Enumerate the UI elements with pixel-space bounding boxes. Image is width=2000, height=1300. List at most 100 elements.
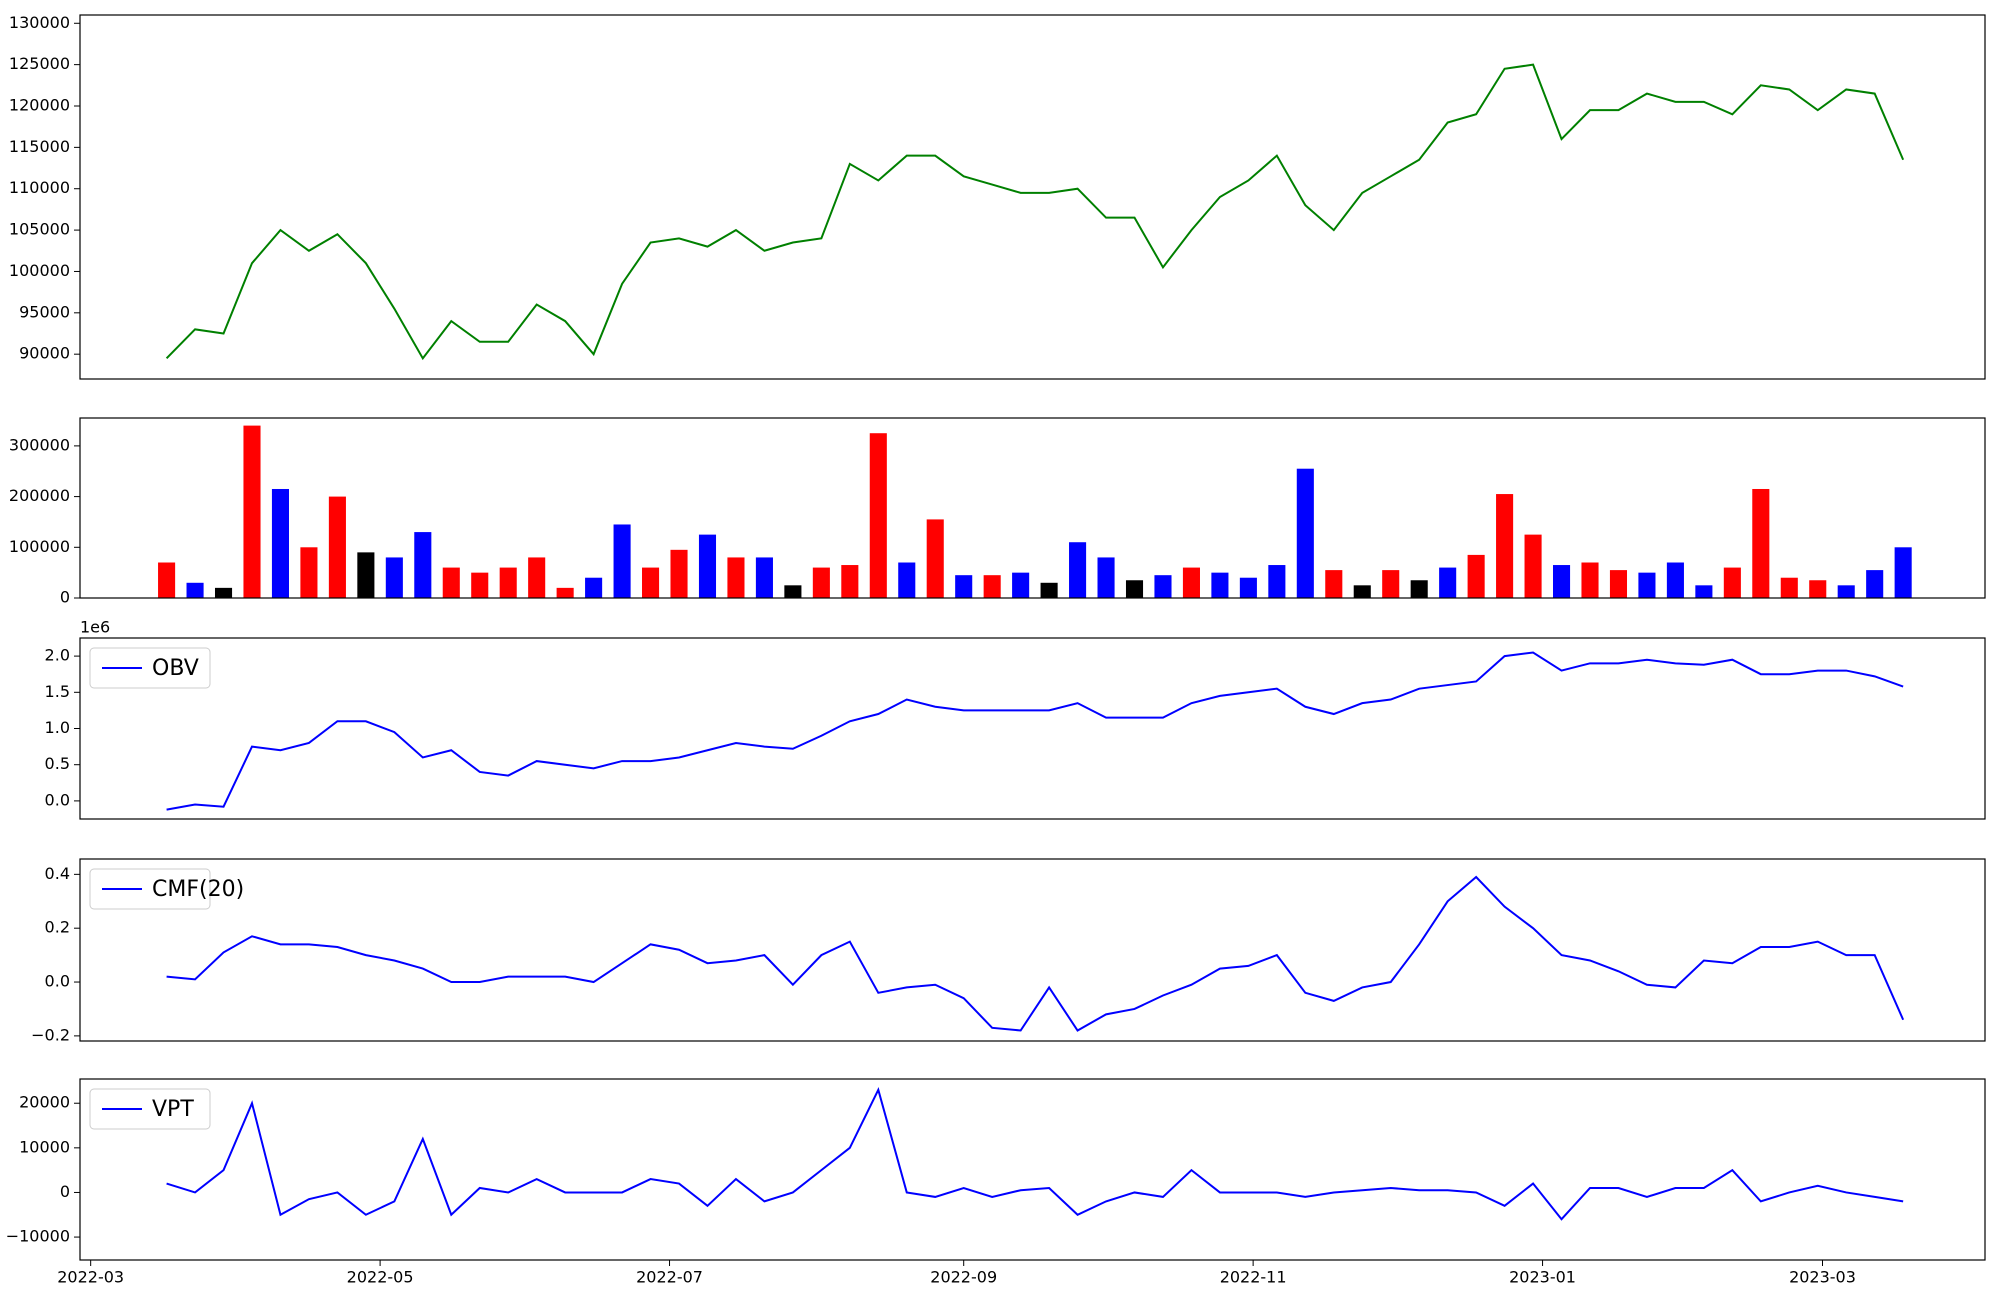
y-tick-label: 100000 xyxy=(9,537,70,556)
bar xyxy=(1723,567,1741,598)
bar xyxy=(1837,585,1855,598)
bar xyxy=(1524,534,1542,598)
bar xyxy=(670,549,688,598)
y-tick-label: 10000 xyxy=(19,1137,70,1156)
x-tick-label: 2022-09 xyxy=(930,1268,997,1287)
y-tick-label: 125000 xyxy=(9,54,70,73)
x-tick-label: 2023-03 xyxy=(1789,1268,1856,1287)
bar xyxy=(414,532,432,598)
x-tick-label: 2022-05 xyxy=(347,1268,414,1287)
y-tick-label: 1.5 xyxy=(45,682,70,701)
bar xyxy=(1097,557,1115,598)
y-tick-label: 200000 xyxy=(9,486,70,505)
bar xyxy=(1695,585,1713,598)
bar xyxy=(755,557,773,598)
legend-label: CMF(20) xyxy=(152,877,244,902)
line xyxy=(166,651,1904,811)
legend-label: OBV xyxy=(152,656,199,681)
bar xyxy=(1069,542,1087,598)
bar xyxy=(1296,468,1314,598)
bar xyxy=(727,557,745,598)
bar xyxy=(1666,562,1684,598)
bar xyxy=(1638,572,1656,598)
y-tick-label: 110000 xyxy=(9,178,70,197)
x-tick-label: 2022-11 xyxy=(1220,1268,1287,1287)
bar xyxy=(1552,565,1571,598)
bar xyxy=(1040,582,1058,598)
offset-label: 1e6 xyxy=(80,618,110,637)
y-tick-label: 0.4 xyxy=(45,864,70,883)
bar xyxy=(1353,585,1371,598)
legend-box xyxy=(89,647,211,689)
bar xyxy=(1211,572,1229,598)
x-tick-label: 2022-07 xyxy=(636,1268,703,1287)
y-tick-label: 115000 xyxy=(9,137,70,156)
y-tick-label: 0 xyxy=(60,588,70,607)
bar xyxy=(698,534,717,598)
y-tick-label: 1.0 xyxy=(45,718,70,737)
axes-frame xyxy=(79,1078,1986,1261)
bar xyxy=(1496,494,1514,598)
y-tick-label: 20000 xyxy=(19,1093,70,1112)
x-tick-label: 2023-01 xyxy=(1509,1268,1576,1287)
line xyxy=(166,875,1905,1032)
y-tick-label: 0.5 xyxy=(45,754,70,773)
y-tick-label: 120000 xyxy=(9,96,70,115)
y-tick-label: −10000 xyxy=(6,1227,70,1246)
bar xyxy=(471,572,489,598)
bar xyxy=(1125,580,1144,598)
legend-box xyxy=(89,868,211,910)
axes-frame xyxy=(79,417,1986,599)
bar xyxy=(357,552,375,598)
y-tick-label: 90000 xyxy=(19,344,70,363)
y-tick-label: 130000 xyxy=(9,13,70,32)
bar xyxy=(613,524,631,598)
bar xyxy=(1012,572,1030,598)
y-tick-label: 105000 xyxy=(9,220,70,239)
bar xyxy=(1154,575,1172,598)
y-tick-label: 0.0 xyxy=(45,790,70,809)
bar xyxy=(869,433,887,598)
bar xyxy=(841,565,859,598)
bar xyxy=(1609,570,1628,598)
bar xyxy=(186,582,204,598)
bar xyxy=(983,575,1001,598)
axes-frame xyxy=(79,14,1986,380)
bar xyxy=(499,567,517,598)
bar xyxy=(812,567,830,598)
bar xyxy=(1268,565,1286,598)
bar xyxy=(898,562,916,598)
line xyxy=(165,63,1905,361)
y-tick-label: 100000 xyxy=(9,261,70,280)
y-tick-label: 0.0 xyxy=(45,972,70,991)
bar xyxy=(1467,554,1485,598)
y-tick-label: −0.2 xyxy=(31,1025,70,1044)
y-tick-label: 0.2 xyxy=(45,918,70,937)
legend-box xyxy=(89,1088,211,1130)
y-tick-label: 300000 xyxy=(9,435,70,454)
axes-frame xyxy=(79,637,1986,820)
bar xyxy=(955,575,973,598)
bar xyxy=(442,567,460,598)
bar xyxy=(556,587,574,598)
bar xyxy=(1410,580,1428,598)
bar xyxy=(1752,488,1770,598)
bar xyxy=(585,577,603,598)
bar xyxy=(1325,570,1343,598)
x-tick-label: 2022-03 xyxy=(57,1268,124,1287)
bar xyxy=(1382,570,1400,598)
bar xyxy=(1581,562,1599,598)
bar xyxy=(528,557,546,598)
bar xyxy=(300,547,318,598)
bar xyxy=(385,557,403,598)
bar xyxy=(1894,547,1912,598)
bar xyxy=(271,488,290,598)
bar xyxy=(214,587,233,598)
bar xyxy=(1239,577,1257,598)
bar xyxy=(1182,567,1200,598)
bar xyxy=(1809,580,1827,598)
y-tick-label: 95000 xyxy=(19,302,70,321)
bar xyxy=(1439,567,1457,598)
bar xyxy=(1866,570,1884,598)
